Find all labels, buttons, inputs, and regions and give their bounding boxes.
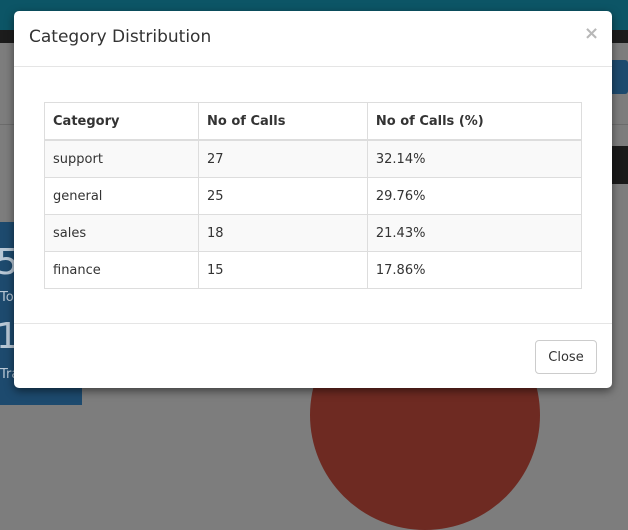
- column-header: No of Calls (%): [366, 102, 583, 141]
- table-cell: sales: [43, 214, 200, 252]
- table-cell: 15: [198, 251, 368, 289]
- data-table: Category No of Calls No of Calls (%) suppo…: [43, 102, 583, 289]
- table-row: support 27 32.14%: [43, 139, 583, 178]
- table-cell: general: [43, 177, 200, 215]
- table-cell: 17.86%: [366, 251, 583, 289]
- modal: Category Distribution × Category No of Ca…: [14, 11, 612, 388]
- table-body: support 27 32.14% general 25 29.76% sales 18 21.…: [43, 139, 583, 289]
- table-cell: finance: [43, 251, 200, 289]
- table-cell: 25: [198, 177, 368, 215]
- table-cell: support: [43, 139, 200, 178]
- table-cell: 32.14%: [366, 139, 583, 178]
- footer-divider: [14, 323, 612, 324]
- close-icon[interactable]: ×: [584, 23, 600, 44]
- modal-title: Category Distribution: [29, 27, 212, 47]
- table-cell: 18: [198, 214, 368, 252]
- table-row: general 25 29.76%: [43, 177, 583, 215]
- table-cell: 29.76%: [366, 177, 583, 215]
- table-row: finance 15 17.86%: [43, 251, 583, 289]
- table-cell: 27: [198, 139, 368, 178]
- header-row: Category No of Calls No of Calls (%): [43, 102, 583, 141]
- table-cell: 21.43%: [366, 214, 583, 252]
- column-header: Category: [43, 102, 200, 141]
- table-row: sales 18 21.43%: [43, 214, 583, 252]
- stat-label: To: [0, 290, 14, 305]
- close-button[interactable]: Close: [535, 340, 597, 374]
- column-header: No of Calls: [198, 102, 368, 141]
- modal-header: Category Distribution ×: [14, 11, 612, 67]
